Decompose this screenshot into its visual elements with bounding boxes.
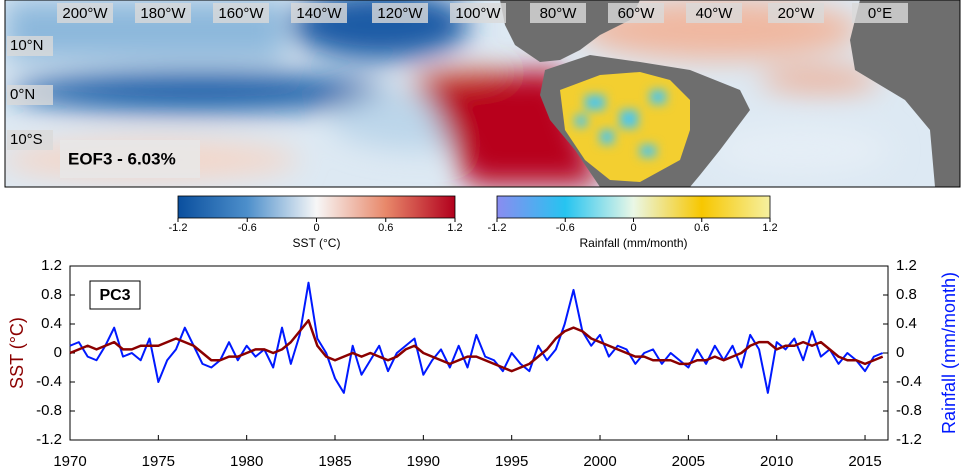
lat-label: 0°N [10, 86, 35, 103]
y-tick-label: 0.8 [41, 286, 62, 303]
colorbar-tick-label: -0.6 [556, 222, 575, 234]
y-tick-label: -0.8 [36, 402, 62, 419]
colorbar-label: Rainfall (mm/month) [579, 236, 687, 250]
label-box [852, 3, 908, 23]
label-box [530, 3, 586, 23]
x-tick-label: 2015 [848, 453, 881, 470]
y2-tick-label: 0 [896, 344, 904, 361]
x-tick-label: 1975 [142, 453, 175, 470]
y-tick-label: 0.4 [41, 315, 62, 332]
map-labels: 200°W 180°W 160°W 140°W 120°W 100°W 80°W 60°W 40… [7, 3, 908, 150]
lon-label: 60°W [618, 5, 656, 22]
lon-label: 120°W [377, 5, 423, 22]
y2-tick-label: 0.8 [896, 286, 917, 303]
lon-label: 100°W [455, 5, 501, 22]
x-tick-label: 1990 [407, 453, 440, 470]
x-tick-label: 2000 [583, 453, 616, 470]
series-line [69, 319, 884, 373]
x-tick-label: 1980 [230, 453, 263, 470]
x-tick-label: 1970 [53, 453, 86, 470]
y2-tick-label: -0.8 [896, 402, 922, 419]
label-box [213, 3, 269, 23]
colorbars: -1.2 -0.6 0 0.6 1.2 SST (°C) -1.2 -0.6 0 0.6 1.2 Ra… [169, 195, 778, 250]
colorbar [177, 195, 456, 219]
map-title: EOF3 - 6.03% [68, 149, 176, 168]
colorbar-label: SST (°C) [293, 236, 341, 250]
label-box [686, 3, 742, 23]
y2-tick-label: -0.4 [896, 373, 922, 390]
x-tick-label: 1985 [318, 453, 351, 470]
lon-label: 180°W [140, 5, 186, 22]
map-frame [4, 0, 961, 188]
lon-label: 0°E [868, 5, 892, 22]
label-box [768, 3, 824, 23]
map-title-box [60, 140, 200, 178]
lon-label: 80°W [540, 5, 578, 22]
label-box [7, 130, 53, 150]
colorbar-tick-label: 0.6 [694, 222, 709, 234]
y-axis-label: SST (°C) [7, 317, 27, 389]
x-tick-label: 1995 [495, 453, 528, 470]
lon-label: 140°W [296, 5, 342, 22]
colorbar-tick-label: 0 [630, 222, 636, 234]
label-box [372, 3, 428, 23]
colorbar-tick-label: -0.6 [238, 222, 257, 234]
colorbar-tick-label: 0 [313, 222, 319, 234]
y-tick-label: 0 [54, 344, 62, 361]
lat-label: 10°N [10, 37, 44, 54]
rainfall-field [560, 72, 690, 182]
lon-label: 20°W [778, 5, 816, 22]
y2-tick-label: -1.2 [896, 431, 922, 448]
label-box [450, 3, 506, 23]
annotation-box [89, 280, 141, 310]
x-tick-label: 2010 [760, 453, 793, 470]
x-tick-label: 2005 [672, 453, 705, 470]
y2-tick-label: 0.4 [896, 315, 917, 332]
colorbar-tick-label: 1.2 [447, 222, 462, 234]
colorbar-tick-label: -1.2 [488, 222, 507, 234]
label-box [135, 3, 191, 23]
y2-axis-label: Rainfall (mm/month) [939, 272, 959, 434]
line-chart: -1.2 -0.8 -0.4 0 0.4 0.8 1.2 -1.2 -0.8 -0.4 0 0.4 0.… [7, 257, 959, 470]
label-box [291, 3, 347, 23]
lat-label: 10°S [10, 131, 43, 148]
y2-tick-label: 1.2 [896, 257, 917, 274]
y-tick-label: -1.2 [36, 431, 62, 448]
land [850, 0, 960, 187]
label-box [7, 85, 53, 105]
series-line [69, 281, 884, 394]
label-box [7, 36, 53, 56]
annotation: PC3 [99, 287, 130, 304]
label-box [57, 3, 113, 23]
plot-frame [69, 265, 889, 441]
colorbar-tick-label: 1.2 [762, 222, 777, 234]
lon-label: 160°W [218, 5, 264, 22]
colorbar [496, 195, 771, 219]
lon-label: 40°W [696, 5, 734, 22]
y-tick-label: 1.2 [41, 257, 62, 274]
y-tick-label: -0.4 [36, 373, 62, 390]
colorbar-tick-label: 0.6 [378, 222, 393, 234]
colorbar-tick-label: -1.2 [169, 222, 188, 234]
lon-label: 200°W [62, 5, 108, 22]
label-box [608, 3, 664, 23]
